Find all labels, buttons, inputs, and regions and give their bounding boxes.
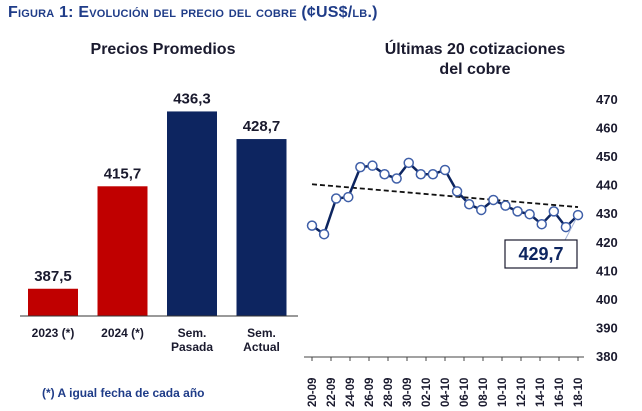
- x-tick-label: 22-09: [326, 378, 338, 407]
- data-point: [391, 173, 402, 184]
- y-tick-label: 390: [596, 320, 618, 335]
- bar: [97, 186, 148, 316]
- data-point: [439, 164, 451, 176]
- data-point: [524, 208, 535, 220]
- y-tick-label: 380: [596, 349, 618, 364]
- bar: [236, 139, 287, 316]
- figure-title: Figura 1: Evolución del precio del cobre…: [8, 4, 378, 21]
- data-point: [500, 200, 511, 211]
- data-point: [427, 168, 439, 180]
- data-point: [572, 209, 584, 221]
- data-point: [306, 220, 318, 231]
- callout-leader: [564, 218, 577, 241]
- x-tick-label: 02-10: [421, 378, 433, 407]
- x-tick-label: 08-10: [478, 378, 490, 407]
- y-tick-label: 450: [596, 149, 618, 164]
- bar-value-label: 387,5: [34, 268, 72, 285]
- data-point: [536, 218, 547, 230]
- category-label: Sem.: [178, 326, 207, 340]
- x-tick-label: 10-10: [497, 378, 509, 407]
- x-tick-label: 24-09: [345, 378, 357, 407]
- data-point: [379, 168, 390, 180]
- bar-value-label: 415,7: [104, 165, 142, 182]
- category-label: Pasada: [171, 340, 213, 354]
- data-point: [403, 157, 414, 169]
- data-point: [343, 191, 354, 203]
- x-tick-label: 18-10: [573, 378, 585, 407]
- data-point: [367, 160, 378, 171]
- x-tick-label: 28-09: [383, 378, 395, 407]
- line-chart-title: Últimas 20 cotizaciones del cobre: [384, 41, 566, 78]
- data-point: [548, 206, 560, 217]
- data-point: [512, 206, 523, 217]
- y-tick-label: 410: [596, 263, 618, 278]
- data-point: [560, 221, 572, 233]
- x-tick-label: 26-09: [364, 378, 376, 407]
- line-chart: 380 390 400 410 420 430 440 450 460 470 20-09 22-09…: [304, 92, 618, 407]
- y-tick-label: 440: [596, 178, 618, 193]
- x-tick-label: 06-10: [459, 378, 471, 407]
- data-point: [463, 198, 475, 210]
- category-label: Sem.: [247, 326, 276, 340]
- category-label: 2023 (*): [32, 326, 75, 340]
- category-label: Actual: [243, 340, 280, 354]
- bar-chart-title: Precios Promedios: [90, 41, 236, 58]
- bar: [28, 288, 78, 316]
- bar-value-label: 436,3: [173, 90, 211, 107]
- trendline: [311, 183, 579, 208]
- footnote: (*) A igual fecha de cada año: [42, 386, 205, 400]
- data-point: [476, 204, 487, 216]
- data-point: [318, 228, 330, 240]
- x-tick-label: 20-09: [307, 378, 319, 407]
- callout-value: 429,7: [518, 244, 563, 264]
- category-label: 2024 (*): [101, 326, 144, 340]
- y-tick-label: 470: [596, 92, 618, 107]
- x-tick-label: 16-10: [554, 378, 566, 407]
- data-point: [330, 193, 342, 204]
- data-point: [415, 168, 427, 180]
- data-point: [355, 161, 366, 173]
- bar: [167, 111, 217, 317]
- bar-value-label: 428,7: [243, 118, 281, 135]
- x-tick-label: 14-10: [535, 378, 547, 407]
- y-tick-label: 430: [596, 206, 618, 221]
- y-tick-label: 460: [596, 121, 618, 136]
- y-tick-label: 420: [596, 235, 618, 250]
- data-point: [488, 194, 499, 206]
- x-tick-label: 30-09: [402, 378, 414, 407]
- x-tick-label: 12-10: [516, 378, 528, 407]
- x-tick-label: 04-10: [440, 378, 452, 407]
- y-tick-label: 400: [596, 292, 618, 307]
- data-point: [451, 186, 463, 197]
- callout-box: [504, 239, 578, 269]
